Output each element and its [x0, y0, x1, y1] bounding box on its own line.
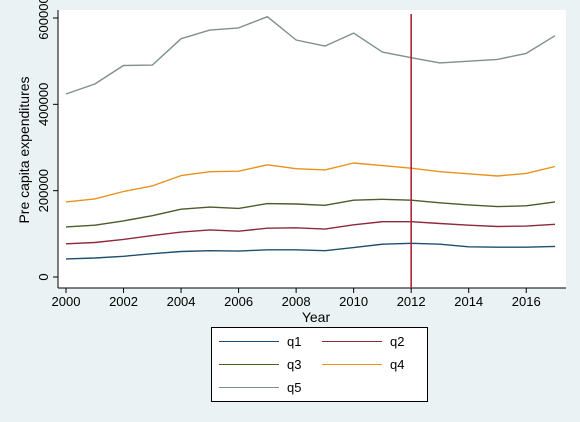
x-axis-label: Year — [302, 309, 331, 325]
x-tick-label: 2000 — [52, 294, 81, 309]
x-axis-ticks: 2000 2002 2004 2006 2008 2010 2012 2014 2016 — [52, 288, 541, 309]
legend-swatch-q3 — [219, 363, 279, 365]
series-lines — [65, 16, 556, 260]
legend-label-q1: q1 — [287, 333, 302, 349]
y-tick-label: 0 — [36, 273, 51, 280]
legend-label-q3: q3 — [287, 356, 302, 372]
legend-swatch-q4 — [322, 363, 382, 365]
series-line-q5 — [65, 16, 556, 95]
legend-label-q2: q2 — [390, 333, 405, 349]
x-tick-label: 2006 — [224, 294, 253, 309]
legend: q1 q2 q3 q4 q5 — [211, 327, 428, 402]
x-tick-label: 2004 — [167, 294, 196, 309]
legend-swatch-q1 — [219, 340, 279, 342]
legend-item-q2: q2 — [322, 333, 404, 349]
y-axis-ticks: 0 200000 400000 600000 — [36, 0, 58, 281]
x-tick-label: 2014 — [454, 294, 483, 309]
y-tick-label: 600000 — [36, 0, 51, 40]
y-tick-label: 400000 — [36, 83, 51, 126]
series-line-q2 — [65, 220, 556, 245]
series-line-q3 — [65, 198, 556, 228]
legend-swatch-q2 — [322, 340, 382, 342]
x-tick-label: 2008 — [282, 294, 311, 309]
legend-item-q5: q5 — [219, 379, 301, 395]
x-tick-label: 2012 — [397, 294, 426, 309]
plot-area — [58, 10, 566, 288]
legend-label-q4: q4 — [390, 356, 405, 372]
legend-item-q4: q4 — [322, 356, 404, 372]
x-tick-label: 2016 — [512, 294, 541, 309]
y-tick-label: 200000 — [36, 169, 51, 212]
legend-swatch-q5 — [219, 386, 279, 388]
x-tick-label: 2002 — [109, 294, 138, 309]
series-line-q1 — [65, 242, 556, 260]
series-line-q4 — [65, 162, 556, 203]
legend-label-q5: q5 — [287, 379, 302, 395]
legend-item-q1: q1 — [219, 333, 301, 349]
x-tick-label: 2010 — [339, 294, 368, 309]
legend-item-q3: q3 — [219, 356, 301, 372]
y-axis-label: Pre capita expenditures — [16, 76, 32, 223]
